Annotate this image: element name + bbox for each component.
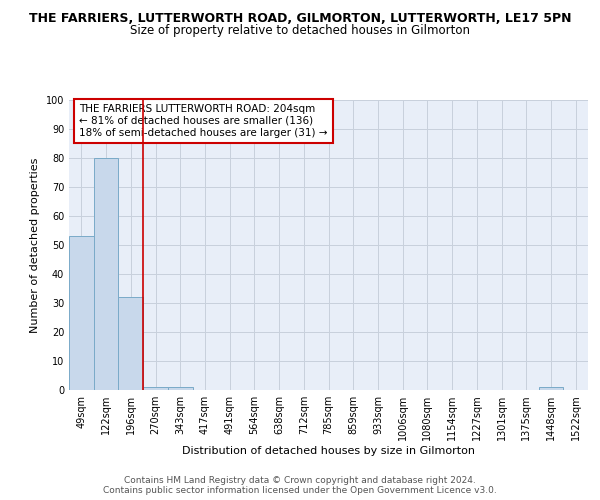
Text: Contains public sector information licensed under the Open Government Licence v3: Contains public sector information licen… [103, 486, 497, 495]
Y-axis label: Number of detached properties: Number of detached properties [30, 158, 40, 332]
Text: THE FARRIERS, LUTTERWORTH ROAD, GILMORTON, LUTTERWORTH, LE17 5PN: THE FARRIERS, LUTTERWORTH ROAD, GILMORTO… [29, 12, 571, 26]
Bar [69, 236, 94, 390]
Bar [143, 387, 168, 390]
Bar [168, 387, 193, 390]
Text: THE FARRIERS LUTTERWORTH ROAD: 204sqm
← 81% of detached houses are smaller (136): THE FARRIERS LUTTERWORTH ROAD: 204sqm ← … [79, 104, 328, 138]
Text: Contains HM Land Registry data © Crown copyright and database right 2024.: Contains HM Land Registry data © Crown c… [124, 476, 476, 485]
X-axis label: Distribution of detached houses by size in Gilmorton: Distribution of detached houses by size … [182, 446, 475, 456]
Bar [118, 297, 143, 390]
Text: Size of property relative to detached houses in Gilmorton: Size of property relative to detached ho… [130, 24, 470, 37]
Bar [539, 387, 563, 390]
Bar [94, 158, 118, 390]
